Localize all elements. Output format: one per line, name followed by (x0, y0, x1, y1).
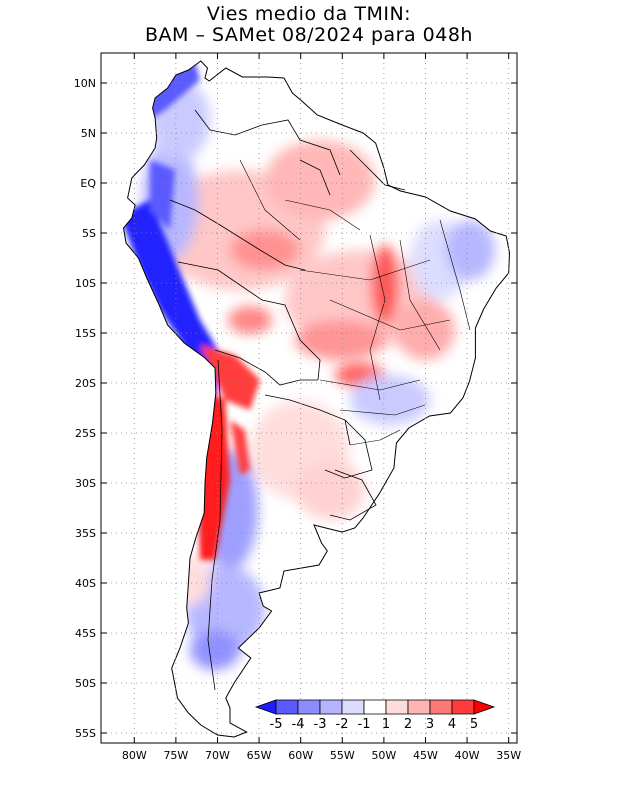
bias-area-puna-warm (230, 420, 250, 475)
colorbar-swatch (407, 699, 431, 715)
lat-tick-label: 5N (81, 127, 96, 140)
bias-area-bolivia (228, 306, 272, 334)
axis-ticks (101, 53, 517, 743)
state-line-10 (239, 159, 301, 241)
bias-area-north-amazon (265, 140, 375, 220)
colorbar-label: -3 (314, 717, 327, 732)
axis-tick-labels: 80W 75W 70W 65W 60W 55W 50W 45W 40W 35W 10N 5N EQ 5S 1… (74, 77, 521, 762)
map-title-line-1: Vies medio da TMIN: (206, 3, 412, 25)
colorbar-label: -5 (270, 717, 283, 732)
state-line-2 (369, 234, 386, 401)
lon-tick-label: 40W (455, 749, 480, 762)
lon-tick-label: 35W (496, 749, 521, 762)
lat-tick-label: 45S (75, 627, 96, 640)
coastline (122, 60, 511, 738)
border-argentina-brazil (324, 419, 373, 479)
state-line-3 (329, 299, 451, 331)
colorbar-high-triangle (473, 699, 496, 715)
colorbar-label: 5 (470, 717, 478, 732)
colorbar-label: 3 (426, 717, 434, 732)
lon-tick-label: 45W (413, 749, 438, 762)
state-line-1 (299, 259, 431, 281)
lon-tick-label: 65W (247, 749, 272, 762)
lat-tick-label: 5S (82, 227, 96, 240)
map-title-line-2: BAM – SAMet 08/2024 para 048h (145, 24, 473, 46)
colorbar-label: -1 (358, 717, 371, 732)
state-line-4 (399, 239, 441, 351)
bias-area-tocantins (371, 245, 399, 325)
border-peru-brazil (169, 199, 306, 271)
bias-area-altiplano-warm (200, 345, 260, 410)
colorbar-swatch (275, 699, 299, 715)
colorbar-label: 4 (448, 717, 456, 732)
lat-tick-label: 15S (75, 327, 96, 340)
lon-tick-label: 55W (330, 749, 355, 762)
colorbar-swatch (385, 699, 409, 715)
lat-tick-label: 10N (74, 77, 96, 90)
state-borders (239, 159, 471, 446)
border-paraguay (264, 394, 351, 446)
map-frame (100, 52, 518, 744)
lat-tick-label: 55S (75, 727, 96, 740)
state-line-7 (339, 404, 426, 416)
bias-area-peru-coast (123, 200, 218, 440)
lat-tick-label: 35S (75, 527, 96, 540)
colorbar: -5 -4 -3 -2 -1 1 2 3 4 5 (254, 699, 496, 732)
colorbar-swatch (363, 699, 387, 715)
bias-area-andes-ecuador (150, 160, 175, 230)
bias-area-pampas (295, 460, 365, 520)
colorbar-label: -4 (292, 717, 305, 732)
colorbar-swatch (297, 699, 321, 715)
colorbar-label: 2 (404, 717, 412, 732)
border-bolivia-south (214, 349, 318, 386)
bias-area-northeast-coast (445, 220, 495, 280)
colorbar-label: 1 (382, 717, 390, 732)
lon-tick-label: 60W (288, 749, 313, 762)
colorbar-swatch (341, 699, 365, 715)
graticule (101, 53, 517, 743)
lon-tick-label: 50W (371, 749, 396, 762)
border-guianas (349, 149, 406, 191)
colorbar-swatch (319, 699, 343, 715)
bias-area-mato-grosso (295, 320, 385, 360)
lat-tick-label: 20S (75, 377, 96, 390)
lon-tick-label: 80W (122, 749, 147, 762)
colorbar-swatch (429, 699, 453, 715)
bias-area-amazon-core (230, 230, 300, 270)
lat-tick-label: 10S (75, 277, 96, 290)
lat-tick-label: 50S (75, 677, 96, 690)
country-borders (169, 109, 406, 691)
state-line-5 (439, 219, 471, 331)
lat-tick-label: EQ (80, 177, 96, 190)
lat-tick-label: 30S (75, 477, 96, 490)
lat-tick-label: 25S (75, 427, 96, 440)
bias-area-southeast-cool (350, 375, 430, 425)
lon-tick-label: 75W (163, 749, 188, 762)
bias-area-south-patagonia (190, 630, 240, 670)
border-bolivia (177, 261, 321, 381)
border-chile-argentina (207, 359, 223, 691)
bias-area-east-brazil (395, 300, 455, 360)
state-line-9 (284, 199, 361, 231)
state-line-8 (349, 429, 401, 446)
border-colombia-venezuela (194, 109, 341, 176)
border-uruguay (329, 469, 377, 521)
lat-tick-label: 40S (75, 577, 96, 590)
colorbar-swatch (451, 699, 475, 715)
lon-tick-label: 70W (205, 749, 230, 762)
border-venezuela-brazil (299, 159, 331, 196)
colorbar-label: -2 (336, 717, 349, 732)
